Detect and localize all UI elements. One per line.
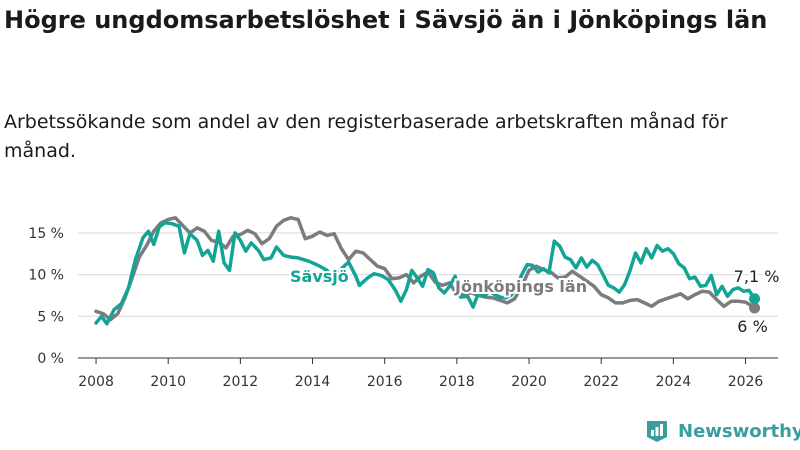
x-tick-label: 2020 [511, 374, 547, 390]
x-tick-label: 2024 [656, 374, 692, 390]
brand-name: Newsworthy [678, 420, 800, 442]
series-line-savsjo [94, 221, 757, 326]
series-label-savsjo: Sävsjö [290, 267, 349, 286]
y-tick-label: 15 % [28, 226, 64, 242]
newsworthy-logo-icon [647, 421, 667, 442]
series-labels: Sävsjö Jönköpings län 7,1 % 6 % [288, 265, 781, 338]
x-axis: 2008 2010 2012 2014 2016 2018 2020 2022 2024 2026 [78, 358, 763, 390]
x-tick-label: 2010 [150, 374, 186, 390]
y-tick-label: 10 % [28, 268, 64, 284]
x-tick-label: 2008 [78, 374, 114, 390]
x-tick-label: 2026 [728, 374, 764, 390]
series-lines [94, 216, 761, 326]
x-tick-label: 2018 [439, 374, 475, 390]
x-tick-label: 2012 [223, 374, 259, 390]
end-marker-savsjo [749, 293, 761, 305]
x-tick-label: 2014 [295, 374, 331, 390]
end-value-lan: 6 % [737, 317, 767, 336]
brand-logo: Newsworthy [644, 418, 800, 444]
chart-title: Högre ungdomsarbetslöshet i Sävsjö än i … [4, 6, 768, 34]
end-value-savsjo: 7,1 % [734, 267, 780, 286]
chart-subtitle: Arbetssökande som andel av den registerb… [4, 111, 728, 162]
y-tick-label: 5 % [37, 309, 64, 325]
x-tick-label: 2016 [367, 374, 403, 390]
end-marker-lan [749, 302, 761, 314]
series-label-lan: Jönköpings län [454, 277, 587, 296]
y-tick-label: 0 % [37, 351, 64, 367]
gridlines: 0 % 5 % 10 % 15 % [28, 226, 778, 367]
x-tick-label: 2022 [583, 374, 619, 390]
